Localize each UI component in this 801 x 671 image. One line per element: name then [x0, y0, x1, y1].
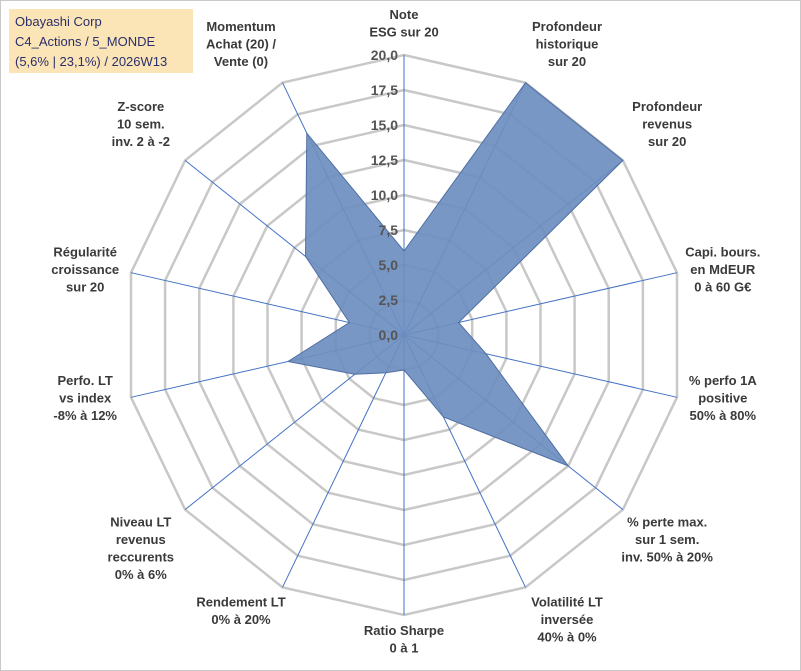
axis-label: % perte max. sur 1 sem. inv. 50% à 20% [621, 515, 713, 565]
axis-label-line: ESG sur 20 [369, 25, 438, 40]
title-line-company: Obayashi Corp [15, 14, 102, 29]
axis-label: Rendement LT 0% à 20% [196, 595, 285, 628]
tick-label: 15,0 [371, 117, 398, 133]
axis-label-line: Z-score [117, 99, 164, 114]
data-point [443, 416, 444, 418]
axis-label: Niveau LT revenus reccurents 0% à 6% [108, 515, 174, 583]
spoke-line [282, 334, 405, 588]
axis-label: Ratio Sharpe 0 à 1 [364, 623, 444, 656]
axis-label-line: Régularité [53, 245, 117, 260]
axis-label-line: positive [698, 390, 747, 405]
axis-label-line: sur 1 sem. [635, 532, 699, 547]
axis-label-line: Note [390, 7, 419, 22]
tick-label: 12,5 [371, 152, 398, 168]
data-point [348, 322, 350, 323]
axis-label: Profondeur revenus sur 20 [632, 99, 702, 149]
data-point [403, 250, 405, 252]
data-point [354, 373, 356, 375]
axis-label-line: sur 20 [648, 134, 686, 149]
axis-label-line: 50% à 80% [690, 408, 757, 423]
axis-label-line: revenus [116, 532, 166, 547]
axis-label-line: inversée [541, 612, 594, 627]
axis-label: Perfo. LT vs index -8% à 12% [53, 373, 117, 423]
axis-label-line: Momentum [206, 19, 275, 34]
axis-label-line: reccurents [108, 550, 174, 565]
axis-label-line: vs index [59, 390, 112, 405]
data-point [525, 82, 526, 84]
title-line-category: C4_Actions / 5_MONDE [15, 34, 156, 49]
axis-label-line: Volatilité LT [531, 595, 603, 610]
data-point [485, 353, 487, 355]
tick-label: 5,0 [379, 257, 399, 273]
axis-label-line: -8% à 12% [53, 408, 117, 423]
axis-label-line: Achat (20) / [206, 37, 276, 52]
axis-label: Volatilité LT inversée 40% à 0% [531, 595, 603, 645]
axis-label-line: croissance [51, 262, 119, 277]
tick-label: 2,5 [379, 292, 399, 308]
axis-label: Z-score 10 sem. inv. 2 à -2 [112, 99, 170, 149]
axis-label: Momentum Achat (20) / Vente (0) [206, 19, 276, 69]
axis-label-line: 0% à 20% [211, 612, 271, 627]
data-point [287, 361, 289, 362]
axis-label-line: en MdEUR [690, 262, 756, 277]
axis-label-line: sur 20 [548, 54, 586, 69]
axis-label-line: sur 20 [66, 280, 104, 295]
axis-label: Profondeur historique sur 20 [532, 19, 602, 69]
axis-label: Capi. bours. en MdEUR 0 à 60 G€ [685, 245, 760, 295]
data-point [622, 159, 624, 161]
axis-label-line: Profondeur [632, 99, 702, 114]
tick-label: 7,5 [379, 222, 399, 238]
chart-title-box: Obayashi Corp C4_Actions / 5_MONDE (5,6%… [9, 9, 193, 73]
axis-label-line: Perfo. LT [58, 373, 113, 388]
axis-label-line: Ratio Sharpe [364, 623, 444, 638]
tick-label: 17,5 [371, 82, 398, 98]
axis-label-line: Capi. bours. [685, 245, 760, 260]
axis-label-line: inv. 50% à 20% [621, 550, 713, 565]
data-point [305, 255, 306, 257]
axis-label: Régularité croissance sur 20 [51, 245, 119, 295]
data-point [306, 132, 308, 134]
axis-label-line: Profondeur [532, 19, 602, 34]
axis-label-line: revenus [642, 116, 692, 131]
axis-label-line: historique [536, 37, 599, 52]
axis-label-line: % perte max. [627, 515, 707, 530]
axis-label-line: Rendement LT [196, 595, 285, 610]
axis-label-line: 40% à 0% [537, 630, 597, 645]
axis-label: Note ESG sur 20 [369, 7, 438, 40]
data-point [385, 372, 387, 374]
axis-label: % perfo 1A positive 50% à 80% [689, 373, 758, 423]
axis-label-line: Vente (0) [214, 54, 268, 69]
tick-label: 0,0 [379, 327, 399, 343]
axis-label-line: inv. 2 à -2 [112, 134, 170, 149]
title-line-stats: (5,6% | 23,1%) / 2026W13 [15, 54, 168, 69]
data-point [458, 322, 460, 323]
axis-label-line: 0% à 6% [115, 567, 167, 582]
axis-label-line: 0 à 60 G€ [694, 280, 751, 295]
tick-label: 20,0 [371, 47, 398, 63]
tick-label: 10,0 [371, 187, 398, 203]
data-point [403, 369, 405, 371]
axis-label-line: Niveau LT [110, 515, 171, 530]
axis-label-line: 0 à 1 [390, 641, 419, 656]
axis-label-line: 10 sem. [117, 116, 165, 131]
data-point [567, 465, 569, 467]
axis-label-line: % perfo 1A [689, 373, 758, 388]
